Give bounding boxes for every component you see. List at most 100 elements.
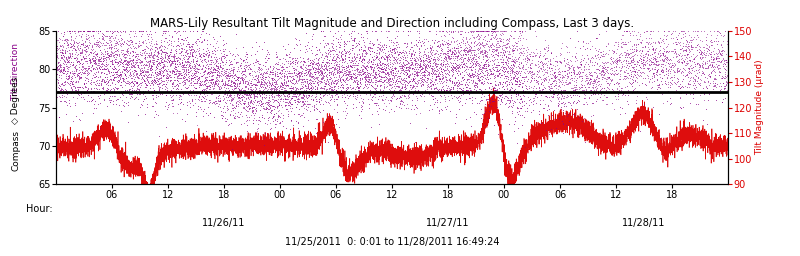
Point (376, 65, 389, 69)
Point (86, 51, 99, 56)
Point (182, 65, 194, 69)
Point (636, 81, 649, 85)
Point (210, 55, 222, 59)
Point (56, 45, 69, 49)
Point (338, 53, 351, 57)
Point (284, 79, 297, 83)
Point (258, 75, 271, 79)
Point (196, 53, 209, 57)
Point (383, 83, 396, 87)
Point (698, 62, 711, 66)
Point (562, 68, 574, 72)
Point (372, 58, 385, 62)
Point (536, 54, 549, 58)
Point (354, 72, 367, 77)
Point (305, 75, 318, 79)
Point (307, 103, 320, 107)
Point (86, 29, 99, 33)
Point (676, 29, 689, 33)
Point (293, 73, 306, 77)
Point (254, 71, 267, 75)
Point (289, 73, 302, 77)
Point (387, 58, 400, 62)
Point (402, 94, 414, 98)
Point (563, 66, 576, 70)
Point (619, 55, 632, 59)
Point (570, 72, 583, 76)
Point (462, 48, 475, 52)
Point (425, 80, 438, 84)
Point (253, 70, 266, 74)
Point (349, 90, 362, 94)
Point (170, 65, 182, 69)
Point (607, 49, 620, 53)
Point (130, 52, 142, 57)
Point (513, 55, 526, 59)
Point (195, 107, 208, 111)
Point (465, 30, 478, 34)
Point (456, 86, 469, 90)
Point (214, 99, 226, 103)
Point (197, 83, 210, 88)
Point (710, 36, 722, 40)
Point (492, 72, 505, 77)
Point (96, 64, 109, 68)
Point (515, 61, 528, 65)
Point (337, 57, 350, 61)
Point (474, 80, 487, 84)
Point (137, 39, 150, 44)
Point (82, 66, 95, 70)
Point (486, 49, 498, 53)
Point (179, 68, 192, 72)
Point (282, 55, 295, 59)
Point (99, 90, 112, 94)
Point (148, 78, 161, 82)
Point (274, 63, 286, 67)
Point (714, 51, 727, 55)
Point (254, 104, 267, 108)
Point (59, 64, 72, 68)
Point (314, 86, 327, 90)
Point (513, 61, 526, 66)
Point (533, 86, 546, 90)
Point (374, 69, 386, 73)
Point (378, 108, 391, 112)
Point (58, 38, 71, 42)
Point (530, 80, 542, 84)
Point (112, 80, 125, 84)
Point (402, 33, 414, 37)
Point (357, 89, 370, 93)
Point (102, 46, 115, 50)
Point (258, 83, 270, 87)
Point (263, 95, 276, 99)
Point (430, 74, 442, 79)
Point (106, 60, 118, 64)
Point (398, 103, 410, 107)
Point (322, 48, 334, 52)
Point (711, 63, 724, 67)
Point (490, 42, 502, 46)
Point (301, 79, 314, 83)
Point (242, 90, 255, 94)
Point (390, 96, 403, 100)
Point (60, 71, 73, 75)
Point (198, 80, 210, 84)
Point (662, 58, 675, 62)
Point (398, 63, 411, 67)
Point (701, 86, 714, 90)
Point (243, 87, 256, 91)
Point (76, 41, 89, 45)
Point (91, 58, 104, 62)
Point (198, 51, 210, 55)
Point (296, 66, 309, 70)
Point (626, 60, 638, 64)
Point (583, 77, 596, 81)
Point (544, 82, 557, 87)
Point (184, 66, 197, 70)
Point (559, 44, 572, 48)
Point (470, 59, 483, 63)
Point (284, 96, 297, 100)
Point (509, 78, 522, 82)
Point (470, 81, 482, 86)
Point (369, 75, 382, 79)
